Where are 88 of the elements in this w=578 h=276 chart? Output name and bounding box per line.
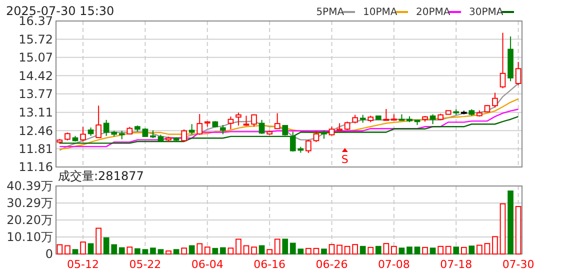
bar [508, 190, 514, 254]
bar [150, 248, 156, 254]
chart-title: 成交量:281877 [58, 169, 144, 183]
line-series [59, 108, 519, 148]
bar [321, 248, 327, 254]
bar [445, 246, 452, 254]
bar [398, 248, 405, 254]
bar [56, 244, 63, 254]
bar [196, 243, 203, 254]
x-tick-label: 07-08 [378, 258, 410, 271]
bar [181, 248, 187, 254]
bar [72, 249, 78, 254]
bar [220, 247, 226, 254]
bar [251, 246, 257, 254]
y-tick-label: 11.16 [18, 160, 53, 174]
bar [453, 246, 460, 254]
legend-label: 5PMA [316, 7, 344, 18]
bar [282, 238, 288, 254]
y-tick-label: 30.29万 [6, 196, 53, 210]
bar [88, 243, 94, 254]
bar [243, 245, 250, 254]
bar [484, 243, 490, 254]
bar [228, 248, 234, 254]
bar [328, 244, 335, 254]
y-tick-label: 13.77 [18, 87, 53, 102]
bar [368, 246, 374, 254]
legend-label: 20PMA [416, 7, 450, 18]
y-tick-label: 13.11 [18, 106, 53, 120]
bar [344, 246, 350, 254]
x-tick-label: 06-16 [254, 258, 286, 271]
bar [158, 249, 164, 254]
bar [204, 246, 210, 254]
bar [383, 243, 390, 254]
bar [422, 246, 428, 254]
y-tick-label: 10.10万 [6, 230, 53, 244]
bar [306, 248, 312, 254]
bar [173, 249, 180, 254]
bar [96, 228, 102, 254]
bar [111, 244, 118, 254]
bar [188, 245, 195, 254]
bar [166, 250, 172, 254]
line-series [59, 98, 519, 150]
bar [360, 246, 366, 254]
y-tick-label: 11.81 [18, 142, 53, 156]
bar [476, 244, 482, 254]
bar [80, 242, 86, 254]
bar [336, 244, 342, 254]
bar [500, 203, 506, 254]
bar [468, 246, 475, 254]
x-tick-label: 07-18 [440, 258, 472, 271]
legend-label: 10PMA [363, 7, 398, 18]
bar [375, 246, 382, 254]
legend-label: 30PMA [469, 7, 504, 18]
x-tick-label: 06-26 [316, 258, 348, 271]
bar [430, 248, 436, 254]
bar [515, 206, 522, 254]
bar [266, 249, 272, 254]
y-tick-label: 14.42 [18, 68, 53, 83]
bar [492, 236, 498, 254]
bar [352, 244, 358, 254]
bar [126, 246, 133, 254]
y-tick-label: 12.46 [18, 124, 53, 138]
bar [406, 246, 412, 254]
y-tick-label: 16.37 [18, 14, 53, 28]
bar [391, 246, 397, 254]
y-tick-label: 0 [45, 247, 53, 262]
x-tick-label: 05-22 [129, 258, 162, 271]
y-tick-label: 20.20万 [6, 213, 53, 228]
bar [64, 245, 70, 254]
x-tick-label: 05-12 [67, 258, 99, 271]
x-tick-label: 07-30 [502, 258, 534, 271]
bar [142, 249, 148, 254]
bar [236, 238, 242, 254]
y-tick-label: 15.07 [18, 50, 53, 65]
bar [438, 246, 444, 254]
y-tick-label: 15.72 [18, 32, 53, 46]
x-tick-label: 06-04 [191, 258, 224, 271]
bar [212, 248, 218, 254]
bar [460, 246, 467, 254]
bar [274, 238, 280, 254]
bar [313, 248, 320, 254]
bar [103, 237, 110, 254]
bar [258, 245, 265, 254]
annotation: S [341, 153, 348, 166]
y-tick-label: 40.39万 [6, 179, 53, 194]
bar [118, 247, 125, 254]
bar [414, 246, 420, 254]
bar [134, 248, 140, 254]
